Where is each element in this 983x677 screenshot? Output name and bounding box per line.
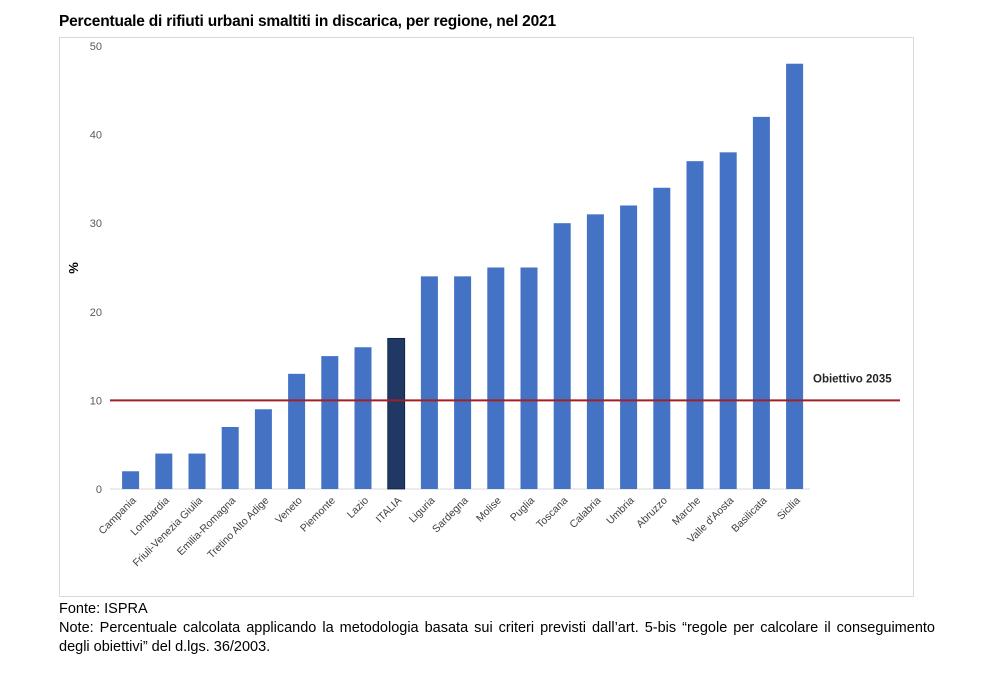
bar — [387, 337, 406, 490]
x-tick-label: Calabria — [567, 495, 603, 531]
bar — [155, 453, 173, 489]
y-tick-label: 50 — [90, 41, 102, 53]
x-tick-label: Lazio — [345, 495, 371, 521]
bar — [221, 426, 239, 489]
x-tick-label: Umbria — [604, 495, 637, 528]
x-tick-label: Sardegna — [430, 495, 471, 536]
methodology-note: Note: Percentuale calcolata applicando l… — [59, 620, 935, 655]
source-note: Fonte: ISPRA — [59, 601, 148, 617]
x-tick-label: Veneto — [273, 495, 305, 527]
y-axis-label: % — [66, 262, 81, 274]
x-tick-label: Toscana — [534, 495, 570, 531]
bar — [553, 223, 571, 489]
x-tick-label: Sicilia — [775, 495, 803, 523]
x-tick-label: Piemonte — [298, 495, 338, 535]
chart-title: Percentuale di rifiuti urbani smaltiti i… — [59, 13, 556, 30]
bar — [188, 453, 206, 489]
x-tick-label: Puglia — [508, 495, 537, 524]
bar — [122, 471, 140, 489]
reference-line-label: Obiettivo 2035 — [813, 373, 892, 385]
bar — [454, 276, 472, 489]
y-tick-label: 0 — [96, 484, 102, 496]
bar — [586, 214, 604, 489]
x-tick-label: Tretino Alto Adige — [205, 495, 272, 562]
bar — [752, 116, 770, 489]
x-tick-label: Basilicata — [729, 495, 769, 535]
y-tick-label: 20 — [90, 307, 102, 319]
x-tick-label: Abruzzo — [634, 495, 670, 531]
bar — [719, 152, 737, 489]
x-tick-label: Emilia-Romagna — [175, 495, 238, 558]
bar — [288, 373, 306, 489]
x-tick-label: Molise — [474, 495, 504, 525]
bar — [786, 63, 804, 489]
bar — [620, 205, 638, 490]
y-tick-label: 10 — [90, 395, 102, 407]
bar — [321, 356, 339, 489]
x-tick-label: ITALIA — [374, 495, 405, 526]
y-tick-label: 40 — [90, 130, 102, 142]
chart-area — [59, 37, 914, 597]
bar — [254, 409, 272, 489]
bar — [487, 267, 505, 489]
bar — [520, 267, 538, 489]
notes-block: Fonte: ISPRA Note: Percentuale calcolata… — [59, 600, 935, 657]
bar — [354, 347, 372, 489]
bar — [653, 187, 671, 489]
bar-chart: 01020304050%CampaniaLombardiaFriuli-Vene… — [66, 41, 900, 569]
x-tick-label: Liguria — [407, 495, 438, 526]
bar — [686, 161, 704, 489]
bar — [420, 276, 438, 489]
y-tick-label: 30 — [90, 218, 102, 230]
